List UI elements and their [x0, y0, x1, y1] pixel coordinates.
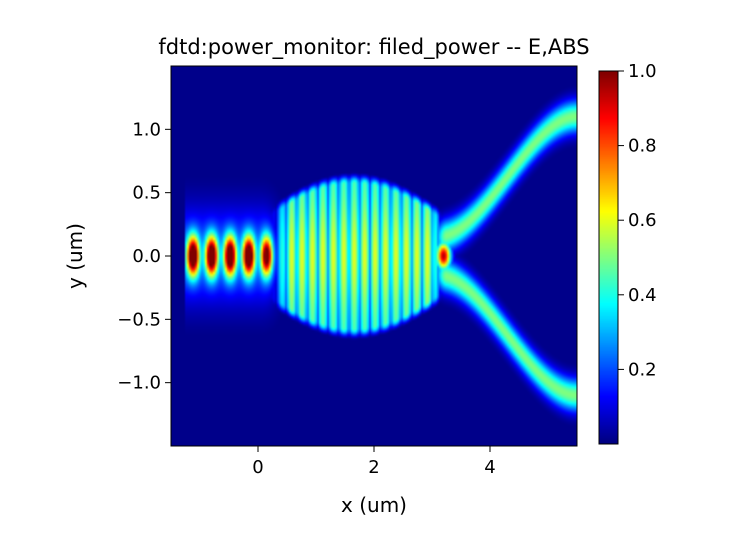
colorbar-ticks: 0.2 0.4 0.6 0.8 1.0	[618, 61, 657, 380]
colorbar-tick-label: 0.2	[628, 359, 657, 380]
plot-area	[170, 65, 578, 447]
y-axis-label: y (um)	[63, 223, 87, 289]
colorbar-frame	[598, 70, 619, 445]
x-tick-label: 2	[368, 457, 379, 478]
chart-title: fdtd:power_monitor: filed_power -- E,ABS	[158, 35, 589, 60]
colorbar: 0.2 0.4 0.6 0.8 1.0	[598, 61, 657, 445]
colorbar-gradient	[599, 71, 618, 444]
y-tick-label: −1.0	[117, 373, 161, 394]
y-tick-label: 0.0	[132, 246, 161, 267]
x-axis-ticks: 0 2 4	[252, 446, 496, 478]
field-heatmap	[171, 66, 577, 446]
colorbar-tick-label: 0.6	[628, 210, 657, 231]
x-tick-label: 0	[252, 457, 263, 478]
y-tick-label: −0.5	[117, 309, 161, 330]
colorbar-tick-label: 0.4	[628, 285, 657, 306]
x-axis-label: x (um)	[341, 493, 407, 517]
x-tick-label: 4	[484, 457, 495, 478]
colorbar-tick-label: 1.0	[628, 61, 657, 82]
colorbar-tick-label: 0.8	[628, 136, 657, 157]
y-axis-ticks: −1.0 −0.5 0.0 0.5 1.0	[117, 119, 171, 394]
y-tick-label: 0.5	[132, 183, 161, 204]
y-tick-label: 1.0	[132, 119, 161, 140]
